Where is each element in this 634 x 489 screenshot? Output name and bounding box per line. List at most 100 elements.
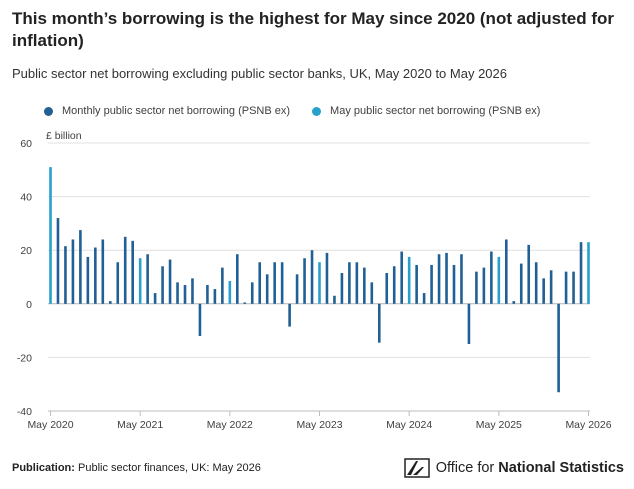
- bar-feb-2021[interactable]: [116, 262, 120, 304]
- ons-logo[interactable]: Office for National Statistics: [403, 458, 624, 478]
- ons-logo-icon: [403, 458, 430, 478]
- bar-sep-2022[interactable]: [258, 262, 262, 304]
- bar-dec-2021[interactable]: [191, 278, 194, 304]
- bar-apr-2022[interactable]: [221, 267, 224, 304]
- bar-feb-2025[interactable]: [475, 271, 478, 304]
- y-axis-unit-label: £ billion: [46, 130, 82, 142]
- bar-layer: [49, 167, 590, 393]
- bar-apr-2026[interactable]: [579, 242, 583, 304]
- legend-dot-monthly: [44, 106, 53, 116]
- bar-jun-2024[interactable]: [415, 264, 418, 304]
- bar-jan-2023[interactable]: [288, 303, 291, 327]
- bar-jul-2025[interactable]: [512, 301, 516, 304]
- y-tick-label: 0: [26, 299, 32, 311]
- bar-nov-2020[interactable]: [94, 247, 97, 304]
- bar-aug-2023[interactable]: [340, 272, 344, 304]
- bar-may-2021[interactable]: [138, 258, 142, 304]
- y-tick-label: 60: [20, 138, 32, 150]
- bar-may-2020[interactable]: [49, 167, 52, 304]
- bar-may-2026[interactable]: [587, 242, 590, 304]
- bar-sep-2023[interactable]: [348, 262, 351, 304]
- bar-jul-2022[interactable]: [243, 302, 247, 304]
- bar-feb-2022[interactable]: [206, 285, 209, 304]
- bar-apr-2021[interactable]: [131, 240, 134, 304]
- bar-aug-2024[interactable]: [430, 264, 433, 304]
- bar-jun-2025[interactable]: [505, 239, 508, 304]
- chart-title: This month’s borrowing is the highest fo…: [12, 9, 614, 50]
- bar-may-2024[interactable]: [407, 256, 411, 304]
- bar-jan-2022[interactable]: [198, 303, 202, 336]
- bar-jun-2022[interactable]: [236, 254, 239, 304]
- legend-item-may[interactable]: May public sector net borrowing (PSNB ex…: [312, 105, 540, 117]
- bar-may-2023[interactable]: [318, 262, 321, 304]
- bar-jun-2020[interactable]: [56, 218, 60, 304]
- bar-feb-2024[interactable]: [385, 272, 389, 304]
- bar-jan-2024[interactable]: [377, 303, 381, 343]
- bar-oct-2022[interactable]: [265, 274, 269, 304]
- chart-legend: Monthly public sector net borrowing (PSN…: [44, 105, 562, 117]
- bar-nov-2021[interactable]: [183, 285, 187, 304]
- y-tick-label: -20: [17, 352, 32, 364]
- bar-jan-2026[interactable]: [557, 303, 560, 393]
- bar-mar-2021[interactable]: [123, 236, 127, 304]
- y-tick-label: 40: [20, 192, 32, 204]
- bar-oct-2024[interactable]: [445, 252, 448, 304]
- bar-nov-2025[interactable]: [542, 278, 545, 304]
- x-tick-label: May 2022: [207, 419, 253, 431]
- bar-mar-2026[interactable]: [572, 271, 575, 304]
- bar-feb-2026[interactable]: [564, 271, 568, 304]
- bar-dec-2022[interactable]: [280, 262, 284, 304]
- bar-dec-2023[interactable]: [370, 282, 374, 304]
- bar-jan-2025[interactable]: [467, 303, 471, 344]
- bar-jul-2023[interactable]: [333, 295, 336, 304]
- bar-may-2022[interactable]: [228, 281, 232, 304]
- x-tick-label: May 2024: [386, 419, 432, 431]
- bar-oct-2020[interactable]: [86, 256, 90, 304]
- bar-nov-2024[interactable]: [452, 264, 456, 304]
- ons-logo-text-regular: Office for: [435, 460, 499, 476]
- bar-aug-2021[interactable]: [161, 266, 164, 304]
- bar-aug-2022[interactable]: [250, 282, 254, 304]
- bar-sep-2024[interactable]: [437, 254, 441, 304]
- bar-mar-2024[interactable]: [392, 266, 396, 304]
- bar-oct-2021[interactable]: [176, 282, 179, 304]
- bar-jul-2024[interactable]: [422, 293, 426, 304]
- bar-apr-2024[interactable]: [400, 251, 403, 304]
- footer: Publication: Public sector finances, UK:…: [12, 462, 261, 474]
- x-tick-label: May 2023: [296, 419, 342, 431]
- bar-mar-2023[interactable]: [303, 258, 306, 304]
- y-tick-label: -40: [17, 406, 32, 418]
- bar-jan-2021[interactable]: [108, 301, 112, 304]
- bar-oct-2023[interactable]: [355, 262, 359, 304]
- bar-dec-2025[interactable]: [549, 270, 553, 304]
- x-tick-label: May 2025: [476, 419, 522, 431]
- x-tick-label: May 2021: [117, 419, 163, 431]
- y-tick-label: 20: [20, 245, 32, 257]
- legend-item-monthly[interactable]: Monthly public sector net borrowing (PSN…: [44, 105, 290, 117]
- bar-chart: £ billion -40 -20 0 20 40 60 May 2020 May 2021 M…: [17, 130, 612, 431]
- bar-nov-2022[interactable]: [273, 262, 276, 304]
- legend-label-monthly: Monthly public sector net borrowing (PSN…: [62, 105, 291, 117]
- bar-sep-2021[interactable]: [168, 259, 172, 304]
- publication-value: Public sector finances, UK: May 2026: [78, 462, 261, 474]
- bar-nov-2023[interactable]: [363, 267, 366, 304]
- bar-aug-2020[interactable]: [71, 239, 75, 304]
- bar-aug-2025[interactable]: [519, 263, 523, 304]
- bar-jun-2021[interactable]: [146, 254, 149, 304]
- bar-dec-2020[interactable]: [101, 239, 105, 304]
- bar-mar-2022[interactable]: [213, 289, 217, 304]
- bar-apr-2023[interactable]: [310, 250, 314, 304]
- bar-dec-2024[interactable]: [460, 254, 463, 304]
- bar-sep-2025[interactable]: [527, 244, 531, 304]
- bar-oct-2025[interactable]: [534, 262, 538, 304]
- bar-feb-2023[interactable]: [295, 274, 299, 304]
- legend-dot-may: [312, 106, 322, 116]
- bar-sep-2020[interactable]: [79, 230, 82, 304]
- bar-jul-2020[interactable]: [64, 246, 67, 304]
- bar-may-2025[interactable]: [497, 256, 501, 304]
- legend-label-may: May public sector net borrowing (PSNB ex…: [330, 105, 541, 117]
- bar-jul-2021[interactable]: [153, 293, 157, 304]
- bar-apr-2025[interactable]: [490, 251, 493, 304]
- bar-jun-2023[interactable]: [325, 252, 329, 304]
- bar-mar-2025[interactable]: [482, 267, 486, 304]
